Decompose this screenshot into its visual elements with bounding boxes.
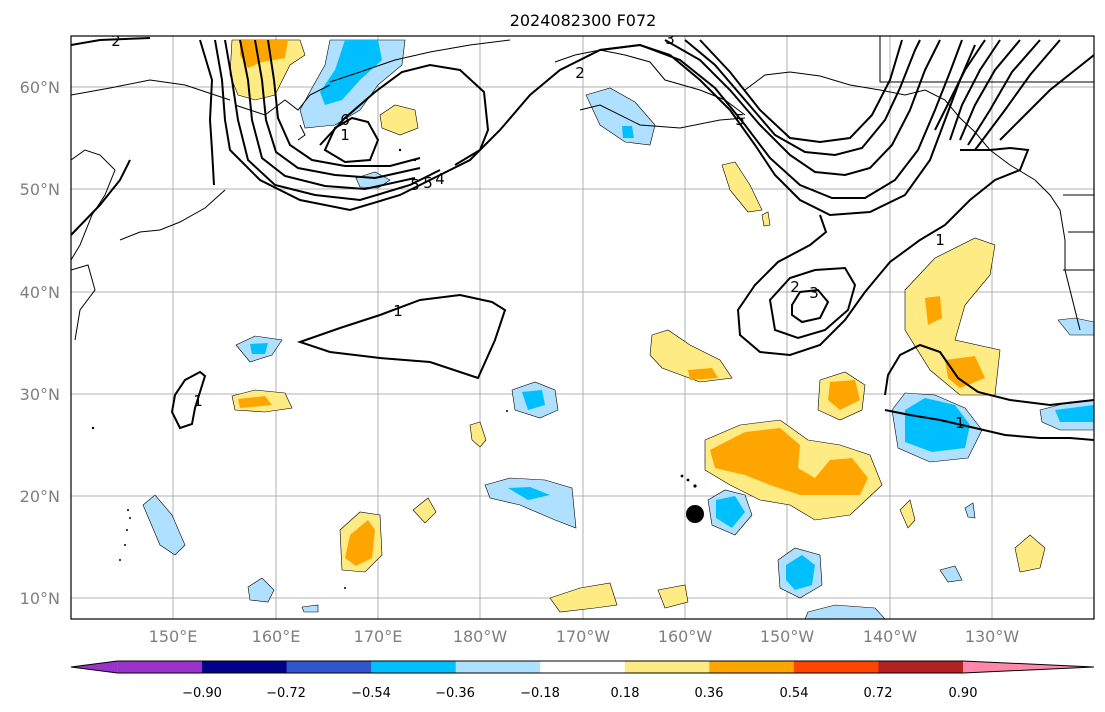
svg-text:3: 3 <box>665 30 675 48</box>
lat-label: 40°N <box>20 283 60 302</box>
lon-label: 150°W <box>760 627 815 646</box>
lat-label: 10°N <box>20 589 60 608</box>
colorbar-swatch <box>117 661 202 673</box>
longitude-labels: 150°E 160°E 170°E 180°W 170°W 160°W 150°… <box>149 627 1020 646</box>
latitude-labels: 60°N 50°N 40°N 30°N 20°N 10°N <box>20 78 60 608</box>
colorbar-swatch <box>624 661 710 673</box>
colorbar-swatch <box>540 661 626 673</box>
colorbar-tick: 0.90 <box>949 686 978 701</box>
svg-text:6: 6 <box>340 111 350 129</box>
lat-label: 30°N <box>20 385 60 404</box>
svg-text:5: 5 <box>423 174 433 192</box>
lon-label: 130°W <box>965 627 1020 646</box>
lat-label: 60°N <box>20 78 60 97</box>
svg-text:2: 2 <box>575 64 585 82</box>
svg-text:1: 1 <box>193 392 203 410</box>
map-frame <box>70 35 1095 620</box>
contour-labels: 2 2 6 5 5 4 1 1 1 1 2 3 3 5 1 <box>111 30 965 432</box>
lon-label: 170°E <box>354 627 403 646</box>
positive-anomaly-regions <box>229 39 1046 613</box>
colorbar-swatch <box>793 661 879 673</box>
colorbar-tick: −0.72 <box>266 686 306 701</box>
colorbar-swatch <box>455 661 541 673</box>
colorbar-tick: −0.18 <box>520 686 560 701</box>
colorbar-tick: −0.54 <box>351 686 391 701</box>
lon-label: 180°W <box>453 627 508 646</box>
lon-label: 150°E <box>149 627 198 646</box>
map-title: 2024082300 F072 <box>510 11 657 30</box>
colorbar-tick: 0.54 <box>780 686 809 701</box>
colorbar-extension-high <box>963 661 1094 673</box>
svg-text:1: 1 <box>955 414 965 432</box>
colorbar-tick: −0.90 <box>182 686 222 701</box>
svg-text:2: 2 <box>111 32 121 50</box>
colorbar-extension-low <box>71 661 118 673</box>
lon-label: 140°W <box>863 627 918 646</box>
lon-label: 170°W <box>556 627 611 646</box>
colorbar-tick: 0.72 <box>864 686 893 701</box>
svg-text:1: 1 <box>935 231 945 249</box>
lat-label: 20°N <box>20 487 60 506</box>
colorbar-swatch <box>709 661 795 673</box>
svg-text:4: 4 <box>435 170 445 188</box>
lon-label: 160°E <box>252 627 301 646</box>
contour-lines <box>71 37 1094 441</box>
colorbar-tick: −0.36 <box>435 686 475 701</box>
island-dots <box>91 148 697 589</box>
svg-text:1: 1 <box>340 126 350 144</box>
coastlines <box>71 36 1094 341</box>
svg-text:3: 3 <box>809 284 819 302</box>
storm-position-marker <box>686 505 704 523</box>
colorbar-swatch <box>286 661 372 673</box>
lat-label: 50°N <box>20 180 60 199</box>
svg-text:2: 2 <box>790 278 800 296</box>
colorbar-swatch <box>371 661 457 673</box>
svg-text:5: 5 <box>410 176 420 194</box>
colorbar-outline <box>70 660 1095 674</box>
lon-label: 160°W <box>658 627 713 646</box>
colorbar-tick-labels: −0.90 −0.72 −0.54 −0.36 −0.18 0.18 0.36 … <box>182 686 977 701</box>
colorbar-swatch <box>878 661 964 673</box>
svg-text:1: 1 <box>393 302 403 320</box>
svg-text:5: 5 <box>735 111 745 129</box>
colorbar-tick: 0.18 <box>611 686 640 701</box>
colorbar <box>70 660 1095 674</box>
colorbar-swatch <box>202 661 288 673</box>
colorbar-tick: 0.36 <box>695 686 724 701</box>
